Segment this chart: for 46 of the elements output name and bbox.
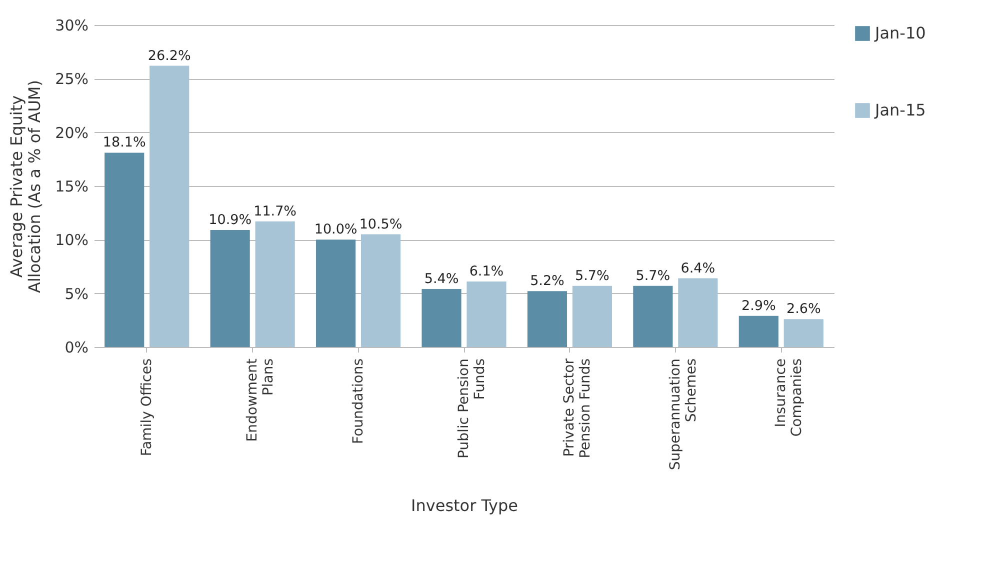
data-label: 6.4% <box>680 260 716 276</box>
x-tick-label: Superannuation Schemes <box>667 358 700 470</box>
y-tick-label: 10% <box>55 231 88 250</box>
legend-label: Jan-15 <box>874 100 926 120</box>
x-tick-label: Family Offices <box>138 358 155 456</box>
y-tick-label: 20% <box>55 124 88 142</box>
x-tick-label: Foundations <box>350 358 366 444</box>
y-tick-label: 25% <box>55 70 88 88</box>
x-tick-label: Private Sector Pension Funds <box>562 358 594 458</box>
y-tick-label: 0% <box>64 338 88 356</box>
x-tick-label: Insurance Companies <box>773 358 806 437</box>
legend-label: Jan-10 <box>874 24 926 42</box>
bar <box>255 221 295 347</box>
y-axis-title: Average Private Equity Allocation (As a % of AUM) <box>7 80 44 293</box>
data-label: 10.9% <box>208 212 252 228</box>
x-tick-label: Endowment Plans <box>244 358 277 442</box>
bar <box>316 240 356 347</box>
bar <box>784 319 824 347</box>
bar <box>738 316 778 347</box>
bar <box>466 282 506 347</box>
data-label: 5.2% <box>530 273 565 290</box>
bar <box>150 66 190 347</box>
bar <box>572 286 612 347</box>
bar <box>210 230 250 347</box>
x-axis-title: Investor Type <box>411 496 518 516</box>
data-label: 2.9% <box>741 298 776 314</box>
data-label: 10.5% <box>359 216 402 232</box>
bar <box>422 289 462 347</box>
data-label: 26.2% <box>148 48 191 64</box>
data-label: 2.6% <box>786 301 821 318</box>
x-tick-label: Public Pension Funds <box>456 358 488 458</box>
y-tick-label: 15% <box>55 178 88 196</box>
data-label: 5.4% <box>424 271 459 288</box>
data-label: 5.7% <box>636 268 670 284</box>
data-label: 11.7% <box>254 203 297 220</box>
data-label: 18.1% <box>102 134 146 151</box>
data-label: 6.1% <box>469 264 504 280</box>
bar <box>360 234 401 347</box>
data-label: 10.0% <box>314 222 358 238</box>
bar <box>633 286 673 347</box>
data-label: 5.7% <box>575 268 610 284</box>
y-tick-label: 5% <box>64 284 88 303</box>
bar <box>527 291 568 347</box>
y-tick-label: 30% <box>55 16 88 34</box>
bar <box>104 152 144 347</box>
bar <box>678 278 718 347</box>
